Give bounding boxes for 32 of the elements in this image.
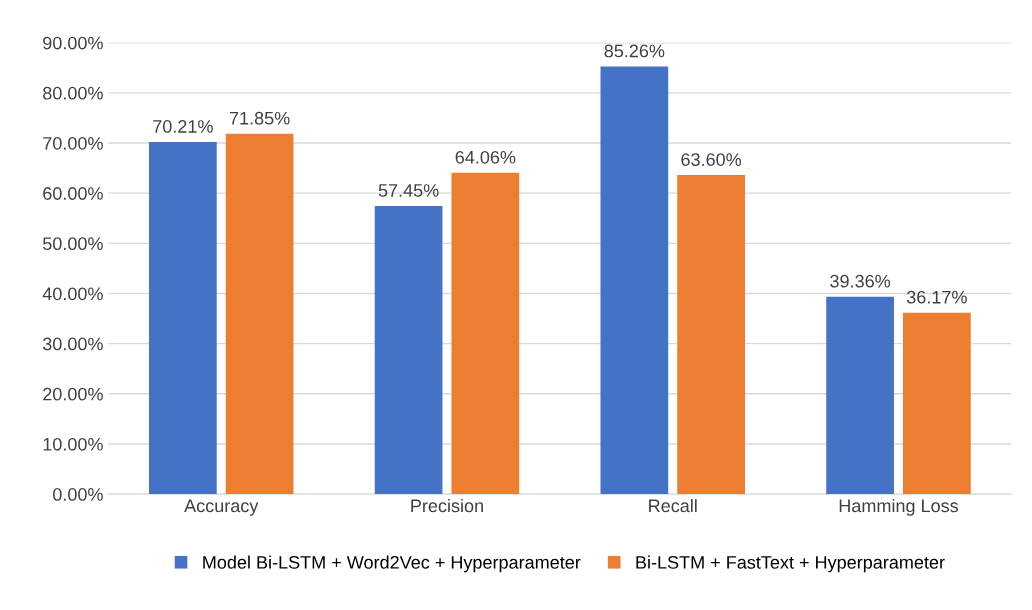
data-label: 57.45% xyxy=(378,184,439,197)
y-tick-label: 40.00% xyxy=(42,287,103,301)
y-tick-label: 20.00% xyxy=(43,387,103,401)
data-label: 70.21% xyxy=(153,120,213,133)
data-label: 71.85% xyxy=(229,111,290,125)
y-tick-label: 60.00% xyxy=(43,187,103,200)
bar xyxy=(826,296,894,495)
bar xyxy=(451,172,520,495)
x-tick-label: Accuracy xyxy=(184,499,259,516)
y-tick-label: 30.00% xyxy=(42,337,103,351)
data-label: 85.26% xyxy=(604,44,665,58)
legend-label: Model Bi-LSTM + Word2Vec + Hyperparameter xyxy=(203,555,581,573)
y-tick-label: 0.00% xyxy=(53,488,103,501)
y-tick-label: 70.00% xyxy=(43,136,103,150)
y-tick-label: 80.00% xyxy=(43,86,103,100)
bar xyxy=(225,133,294,495)
data-label: 64.06% xyxy=(455,150,516,164)
bar xyxy=(600,66,669,495)
y-tick-label: 10.00% xyxy=(43,437,103,451)
bar xyxy=(677,175,745,495)
x-tick-label: Recall xyxy=(649,498,697,513)
bar xyxy=(374,205,443,495)
legend-label: Bi-LSTM + FastText + Hyperparameter xyxy=(636,555,945,573)
y-tick-label: 90.00% xyxy=(43,36,103,50)
bar xyxy=(149,141,217,495)
x-tick-label: Hamming Loss xyxy=(839,498,959,516)
bar xyxy=(903,312,971,495)
data-label: 36.17% xyxy=(906,290,967,304)
data-label: 63.60% xyxy=(681,153,742,166)
data-label: 39.36% xyxy=(830,274,891,288)
y-tick-label: 50.00% xyxy=(42,237,103,251)
x-tick-label: Precision xyxy=(411,498,483,513)
